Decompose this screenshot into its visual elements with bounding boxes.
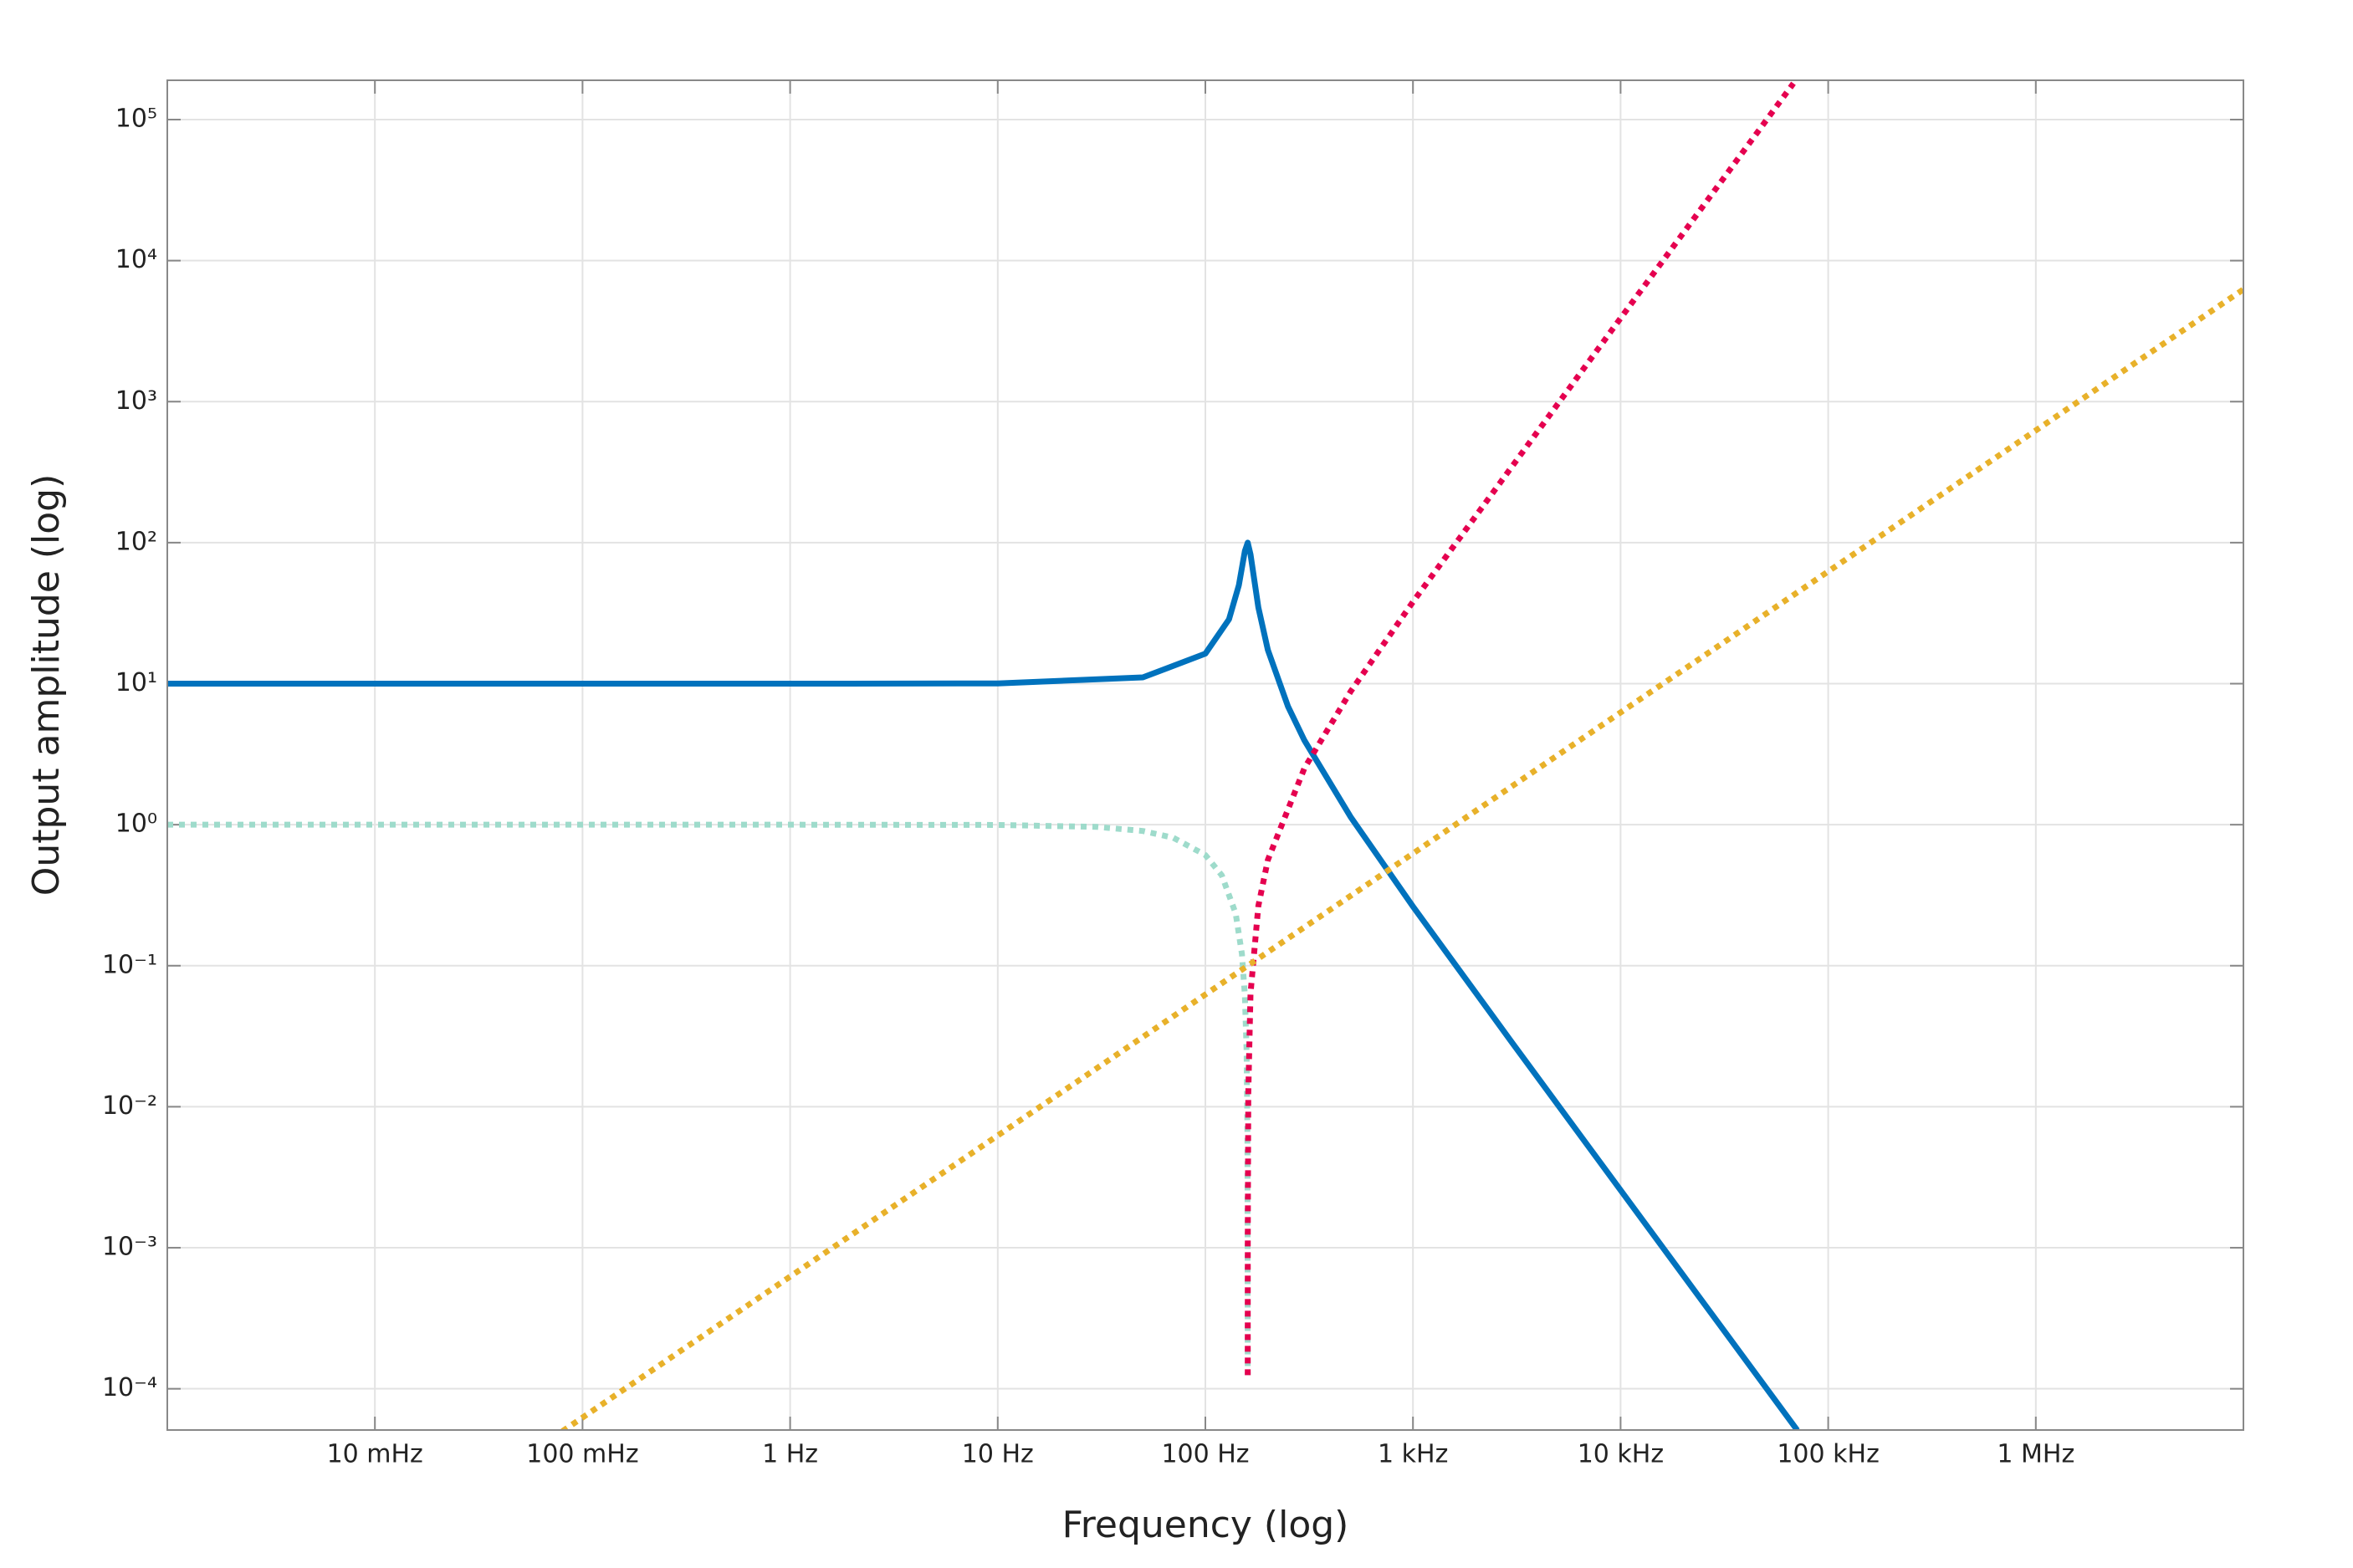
y-tick-label: 10⁰ xyxy=(115,810,157,839)
y-tick-label: 10¹ xyxy=(115,668,157,697)
x-axis-label: Frequency (log) xyxy=(1062,1504,1349,1546)
y-tick-label: 10⁵ xyxy=(115,105,157,134)
x-tick-label: 10 mHz xyxy=(327,1440,423,1469)
x-tick-label: 10 Hz xyxy=(962,1440,1034,1469)
x-tick-label: 10 kHz xyxy=(1578,1440,1664,1469)
x-tick-label: 1 kHz xyxy=(1378,1440,1448,1469)
series-line xyxy=(167,821,1251,1376)
x-tick-label: 1 Hz xyxy=(762,1440,818,1469)
y-tick-label: 10⁻⁴ xyxy=(102,1373,157,1402)
y-tick-label: 10² xyxy=(115,527,157,556)
y-axis-label: Output amplitude (log) xyxy=(25,474,68,896)
y-tick-label: 10⁴ xyxy=(115,245,157,274)
y-tick-label: 10⁻¹ xyxy=(102,950,157,979)
labels: 10 mHz 100 mHz 1 Hz 10 Hz 100 Hz 1 kHz 10 kHz 1… xyxy=(102,105,2074,1469)
grid xyxy=(167,80,2243,1430)
series-line xyxy=(1245,81,1796,1376)
y-tick-label: 10⁻³ xyxy=(102,1233,157,1262)
y-tick-label: 10⁻² xyxy=(102,1091,157,1121)
lines xyxy=(167,81,2243,1430)
x-tick-label: 1 MHz xyxy=(1997,1440,2074,1469)
series-line xyxy=(167,539,1800,1430)
x-tick-label: 100 kHz xyxy=(1777,1440,1879,1469)
y-tick-label: 10³ xyxy=(115,386,157,416)
plot-frame xyxy=(166,79,2244,1431)
x-tick-label: 100 Hz xyxy=(1161,1440,1249,1469)
x-tick-label: 100 mHz xyxy=(526,1440,638,1469)
